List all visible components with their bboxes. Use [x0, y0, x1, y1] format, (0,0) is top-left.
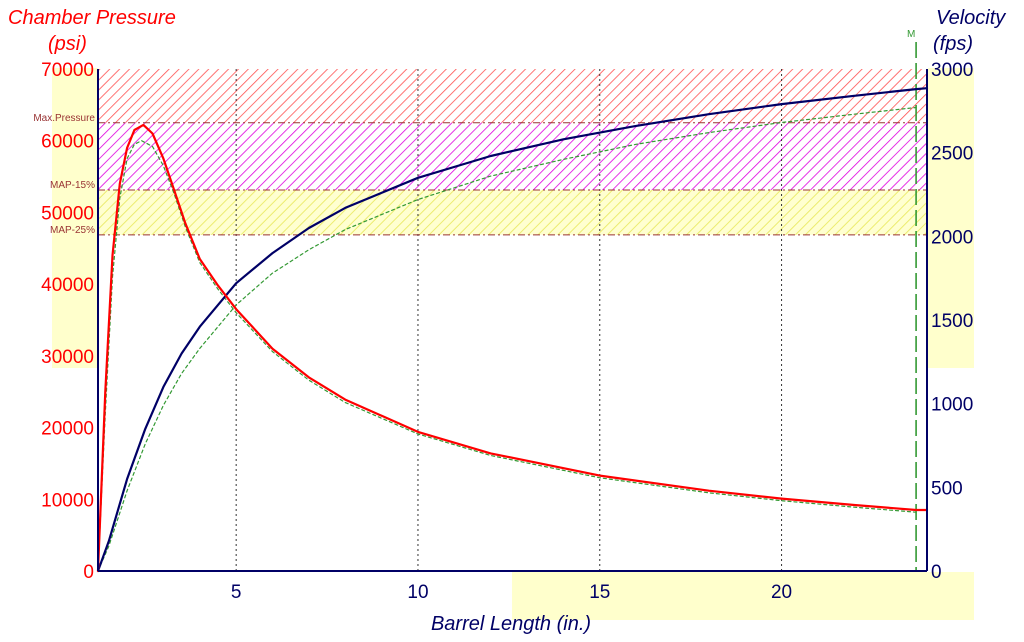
x-tick-20: 20	[771, 582, 792, 603]
x-tick-15: 15	[589, 582, 610, 603]
highlight-left-axis	[52, 68, 98, 368]
right-tick-2000: 2000	[931, 227, 973, 248]
left-tick-50000: 50000	[41, 203, 94, 224]
left-tick-70000: 70000	[41, 60, 94, 81]
zone-map-15	[98, 122, 927, 191]
zone-map-25	[98, 190, 927, 235]
left-tick-30000: 30000	[41, 347, 94, 368]
left-tick-10000: 10000	[41, 490, 94, 511]
right-tick-1000: 1000	[931, 395, 973, 416]
left-tick-20000: 20000	[41, 419, 94, 440]
right-axis-unit: (fps)	[933, 33, 973, 55]
reference-label-2: MAP-25%	[50, 225, 95, 236]
reference-lines: Max.Pressure MAP-15% MAP-25%	[33, 42, 927, 571]
highlight-right-axis	[928, 68, 974, 368]
series-reference-velocity	[97, 106, 917, 572]
tick-labels: 0 10000 20000 30000 40000 50000 60000 70000 0 500…	[41, 60, 973, 603]
series-reference-pressure	[97, 140, 917, 572]
x-axis-title: Barrel Length (in.)	[431, 613, 591, 635]
series-chamber-pressure	[96, 123, 929, 573]
muzzle-marker-label: M	[907, 29, 915, 40]
left-axis-unit: (psi)	[48, 33, 87, 55]
left-axis-title: Chamber Pressure	[8, 7, 176, 29]
right-tick-0: 0	[931, 562, 942, 583]
x-tick-10: 10	[407, 582, 428, 603]
right-tick-2500: 2500	[931, 144, 973, 165]
highlight-x-axis	[512, 572, 974, 620]
right-tick-1500: 1500	[931, 311, 973, 332]
right-tick-500: 500	[931, 478, 963, 499]
right-tick-3000: 3000	[931, 60, 973, 81]
reference-label-1: MAP-15%	[50, 180, 95, 191]
x-tick-5: 5	[231, 582, 242, 603]
series-velocity	[96, 87, 929, 573]
series-lines	[96, 87, 929, 573]
right-axis-title: Velocity	[936, 7, 1006, 29]
zone-above-max-pressure	[98, 69, 927, 123]
reference-label-0: Max.Pressure	[33, 113, 95, 124]
grid-lines	[235, 69, 783, 571]
left-tick-60000: 60000	[41, 132, 94, 153]
left-tick-40000: 40000	[41, 275, 94, 296]
left-tick-0: 0	[83, 562, 94, 583]
